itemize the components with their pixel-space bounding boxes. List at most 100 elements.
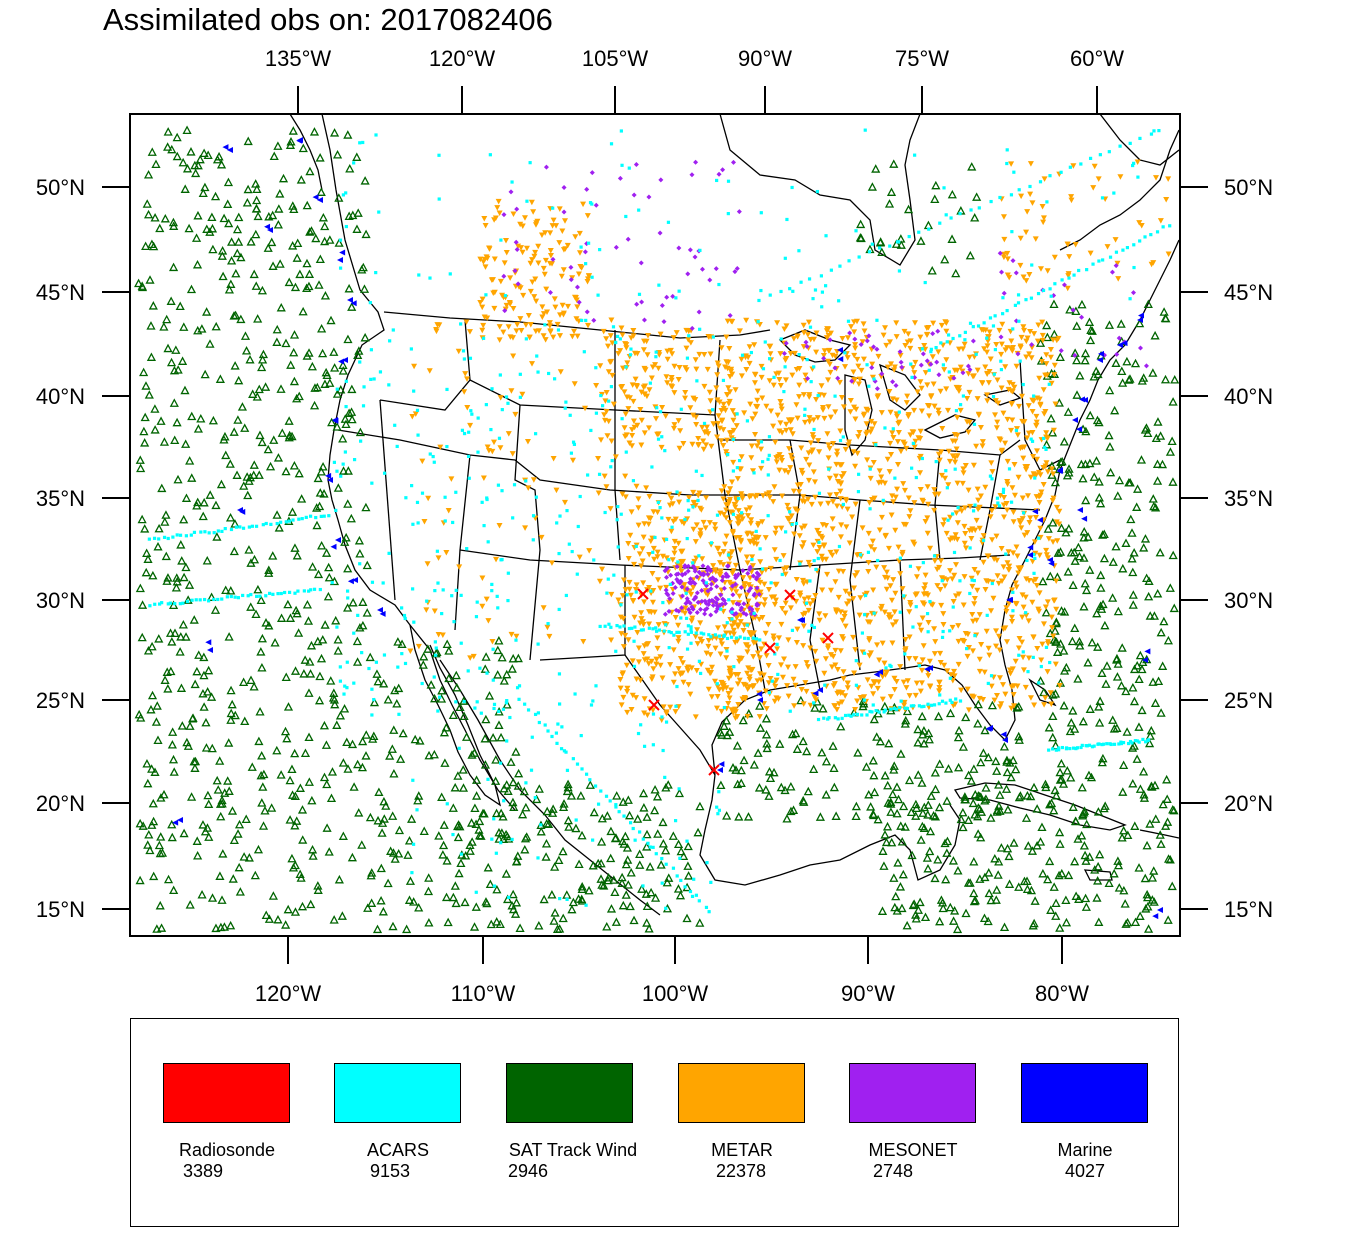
sat-wind-marker [996,843,1006,852]
sat-wind-marker [307,361,317,371]
acars-marker [726,453,730,457]
sat-wind-marker [191,168,201,178]
sat-wind-marker [1099,803,1109,813]
acars-marker [415,808,419,812]
metar-marker [677,563,684,569]
sat-wind-marker [197,324,207,333]
mesonet-marker [673,571,679,577]
metar-marker [885,545,892,552]
metar-marker [480,475,487,481]
acars-marker [330,581,334,585]
acars-marker [229,594,233,599]
sat-wind-marker [460,897,470,907]
acars-marker [990,581,994,586]
mesonet-marker [514,206,520,212]
acars-marker [452,620,456,624]
sat-wind-marker [226,920,236,930]
sat-wind-marker [344,408,354,418]
metar-marker [708,694,715,700]
acars-marker [891,427,895,431]
metar-marker [988,683,995,690]
mesonet-marker [730,592,736,598]
acars-marker [319,514,323,518]
metar-marker [503,249,510,256]
acars-marker [171,535,175,539]
sat-wind-marker [991,895,1001,904]
metar-marker [479,304,486,311]
metar-marker [785,507,792,513]
acars-marker [162,535,167,539]
acars-marker [600,404,605,408]
sat-wind-marker [953,762,964,772]
sat-wind-marker [309,127,320,136]
sat-wind-marker [359,284,370,293]
metar-marker [701,383,708,390]
metar-marker [642,367,649,373]
metar-marker [770,423,777,430]
acars-marker [403,616,407,621]
sat-wind-marker [461,732,472,741]
metar-marker [971,601,978,607]
metar-marker [559,228,566,234]
acars-marker [914,475,918,480]
sat-wind-marker [869,787,880,797]
sat-wind-marker [180,184,190,193]
metar-marker [649,674,656,680]
metar-marker [1042,604,1049,610]
sat-wind-marker [868,755,878,765]
acars-marker [460,428,465,432]
mesonet-marker [707,277,713,283]
sat-wind-marker [343,563,353,573]
metar-marker [1041,702,1048,708]
metar-marker [803,660,810,666]
metar-marker [484,255,491,262]
acars-marker [820,290,825,294]
metar-marker [1050,427,1057,434]
sat-wind-marker [818,703,828,713]
metar-marker [800,392,807,398]
metar-marker [1021,532,1028,539]
metar-marker [505,324,512,330]
acars-marker [377,210,381,214]
metar-marker [425,495,432,502]
sat-wind-marker [199,652,209,662]
sat-wind-marker [1123,917,1133,927]
acars-marker [506,598,510,603]
acars-marker [612,573,616,577]
sat-wind-marker [241,346,252,355]
sat-wind-marker [244,853,254,862]
acars-marker [342,692,346,696]
sat-wind-marker [1129,696,1140,706]
metar-marker [496,523,503,529]
metar-marker [633,676,640,683]
metar-marker [1006,563,1013,570]
sat-wind-marker [1155,431,1166,440]
mesonet-marker [1010,258,1016,264]
metar-marker [439,632,446,638]
sat-wind-marker [1006,772,1016,782]
metar-marker [870,691,877,697]
acars-marker [344,191,348,195]
sat-wind-marker [283,599,293,609]
metar-marker [491,256,498,262]
sat-wind-marker [152,701,162,710]
metar-marker [924,382,931,388]
sat-wind-marker [999,741,1010,751]
acars-marker [506,571,510,575]
metar-marker [924,530,931,537]
sat-wind-marker [148,301,158,310]
sat-wind-marker [142,759,152,768]
metar-marker [917,334,924,341]
metar-marker [865,568,872,575]
metar-marker [835,689,842,695]
sat-wind-marker [972,192,982,201]
metar-marker [738,356,745,363]
sat-wind-marker [1117,643,1127,652]
metar-marker [746,676,753,683]
sat-wind-marker [469,922,480,931]
metar-marker [654,635,661,641]
sat-wind-marker [316,187,326,196]
metar-marker [632,587,639,593]
sat-wind-marker [949,916,959,925]
sat-wind-marker [991,756,1001,766]
